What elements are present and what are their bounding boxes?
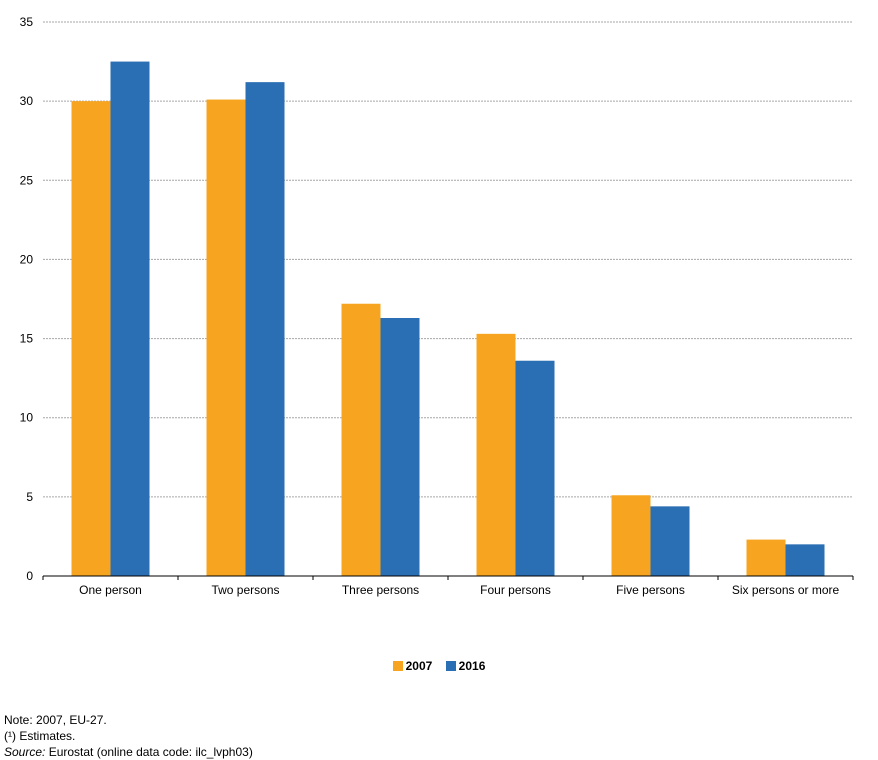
y-tick-label: 10 (20, 411, 34, 425)
y-tick-label: 30 (20, 94, 34, 108)
bar-2007 (206, 99, 246, 576)
legend-swatch-2007 (392, 661, 403, 671)
x-tick-label: One person (79, 583, 142, 597)
y-tick-label: 5 (26, 490, 33, 504)
x-axis-tick-labels: One person Two persons Three persons Four p… (79, 583, 839, 597)
bar-2016 (650, 506, 690, 576)
bar-2007 (341, 303, 381, 576)
y-tick-label: 35 (20, 15, 34, 29)
x-tick-label: Four persons (480, 583, 551, 597)
source-text: Eurostat (online data code: ilc_lvph03) (45, 745, 253, 759)
bar-2007 (746, 539, 786, 576)
bar-chart: 0 5 10 15 20 25 30 35 One person Two persons Thre… (20, 15, 854, 597)
y-tick-label: 25 (20, 173, 34, 187)
x-tick-label: Six persons or more (732, 583, 840, 597)
bar-2016 (245, 82, 285, 577)
note-line: Note: 2007, EU-27. (4, 713, 107, 727)
x-tick-label: Five persons (616, 583, 685, 597)
legend-label-2016: 2016 (458, 659, 486, 673)
source-label: Source: (4, 745, 46, 759)
y-tick-label: 20 (20, 252, 34, 266)
legend-item-2016: 2016 (445, 659, 486, 673)
gridlines (43, 21, 853, 498)
legend-label-2007: 2007 (405, 659, 433, 673)
legend: 2007 2016 (0, 659, 878, 674)
estimates-line: (¹) Estimates. (4, 729, 76, 743)
y-axis-tick-labels: 0 5 10 15 20 25 30 35 (20, 15, 34, 583)
bar-2007 (71, 101, 111, 577)
bar-2007 (611, 495, 651, 576)
x-axis (42, 575, 854, 580)
legend-swatch-2016 (445, 661, 456, 671)
y-tick-label: 15 (20, 332, 34, 346)
bar-2016 (785, 544, 825, 576)
bar-2016 (380, 317, 420, 576)
y-tick-label: 0 (26, 569, 33, 583)
chart-notes: Note: 2007, EU-27. (¹) Estimates. Source… (4, 712, 253, 760)
x-tick-label: Three persons (342, 583, 419, 597)
legend-item-2007: 2007 (392, 659, 433, 673)
source-line: Source: Eurostat (online data code: ilc_… (4, 744, 253, 760)
bars (71, 61, 825, 577)
bar-2016 (515, 360, 555, 576)
bar-2007 (476, 333, 516, 576)
bar-2016 (110, 61, 150, 577)
x-tick-label: Two persons (211, 583, 279, 597)
